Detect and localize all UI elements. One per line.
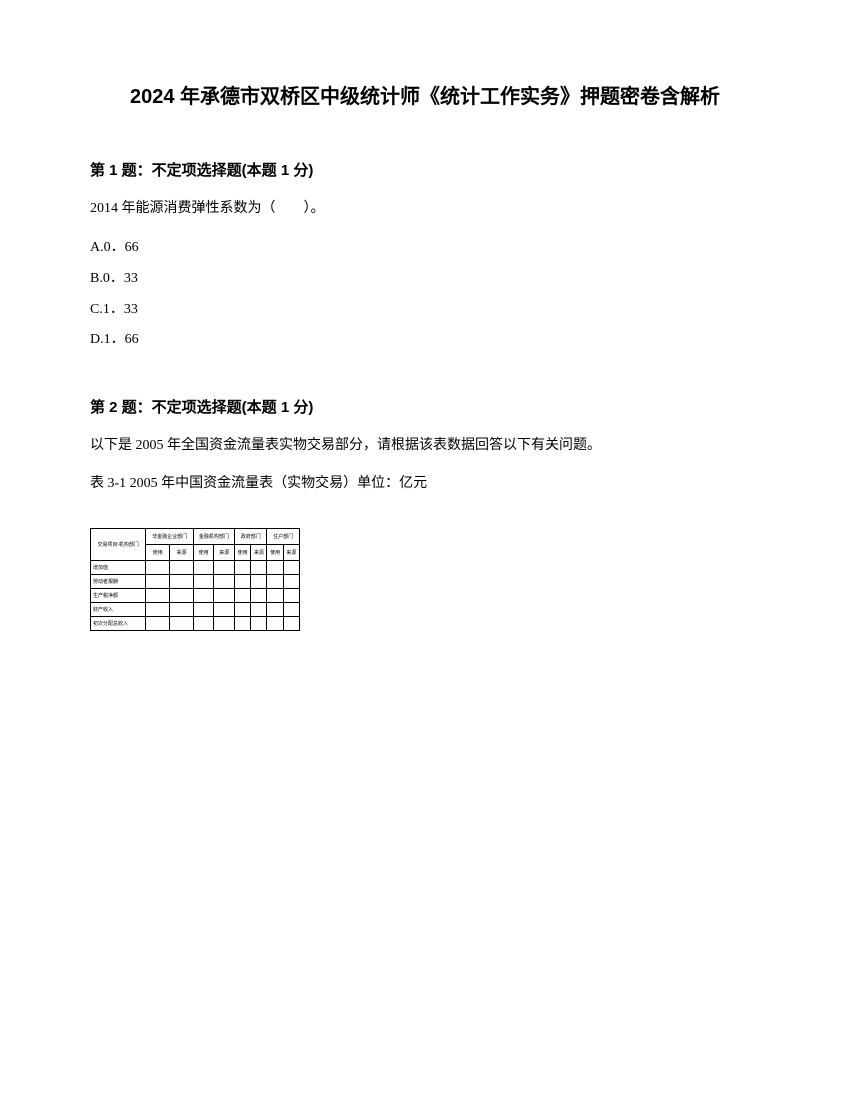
cell [267, 575, 283, 589]
table-row: 生产税净额 [91, 589, 300, 603]
cell [283, 561, 299, 575]
header-col2: 非金融企业部门 [146, 529, 193, 545]
cell [214, 575, 235, 589]
cell [251, 617, 267, 631]
question-2-header: 第 2 题：不定项选择题(本题 1 分) [90, 396, 760, 417]
sub-use-2: 使用 [193, 545, 214, 561]
row-label-2: 生产税净额 [91, 589, 146, 603]
cell [193, 603, 214, 617]
header-col3: 金融机构部门 [193, 529, 234, 545]
cell [251, 561, 267, 575]
cell [193, 575, 214, 589]
table-row: 增加值 [91, 561, 300, 575]
table-header-row-1: 交易项目\机构部门 非金融企业部门 金融机构部门 政府部门 住户部门 [91, 529, 300, 545]
cell [146, 575, 170, 589]
sub-use-1: 使用 [146, 545, 170, 561]
cell [214, 589, 235, 603]
cell [170, 617, 194, 631]
cell [193, 589, 214, 603]
header-col4: 政府部门 [235, 529, 267, 545]
row-label-1: 劳动者报酬 [91, 575, 146, 589]
option-c: C.1．33 [90, 295, 760, 326]
question-1: 第 1 题：不定项选择题(本题 1 分) 2014 年能源消费弹性系数为（ ）。… [90, 159, 760, 356]
sub-source-2: 来源 [214, 545, 235, 561]
cell [146, 589, 170, 603]
cell [267, 603, 283, 617]
cell [146, 561, 170, 575]
funds-flow-table: 交易项目\机构部门 非金融企业部门 金融机构部门 政府部门 住户部门 使用 来源… [90, 528, 300, 631]
cell [283, 575, 299, 589]
cell [170, 589, 194, 603]
cell [283, 603, 299, 617]
cell [146, 617, 170, 631]
cell [214, 603, 235, 617]
option-a: A.0．66 [90, 233, 760, 264]
cell [235, 617, 251, 631]
cell [193, 617, 214, 631]
question-2-text-2: 表 3-1 2005 年中国资金流量表（实物交易）单位：亿元 [90, 470, 760, 498]
cell [170, 575, 194, 589]
row-label-0: 增加值 [91, 561, 146, 575]
question-1-text: 2014 年能源消费弹性系数为（ ）。 [90, 195, 760, 223]
cell [283, 617, 299, 631]
sub-source-4: 来源 [283, 545, 299, 561]
cell [235, 603, 251, 617]
cell [267, 561, 283, 575]
row-label-3: 财产收入 [91, 603, 146, 617]
sub-use-3: 使用 [235, 545, 251, 561]
question-2: 第 2 题：不定项选择题(本题 1 分) 以下是 2005 年全国资金流量表实物… [90, 396, 760, 631]
cell [170, 561, 194, 575]
option-d: D.1．66 [90, 325, 760, 356]
cell [146, 603, 170, 617]
cell [235, 589, 251, 603]
option-b: B.0．33 [90, 264, 760, 295]
row-label-4: 初次分配总收入 [91, 617, 146, 631]
question-2-text-1: 以下是 2005 年全国资金流量表实物交易部分，请根据该表数据回答以下有关问题。 [90, 432, 760, 460]
cell [267, 617, 283, 631]
table-row: 财产收入 [91, 603, 300, 617]
cell [251, 589, 267, 603]
sub-use-4: 使用 [267, 545, 283, 561]
question-1-header: 第 1 题：不定项选择题(本题 1 分) [90, 159, 760, 180]
cell [251, 575, 267, 589]
cell [235, 561, 251, 575]
header-col1: 交易项目\机构部门 [91, 529, 146, 561]
cell [214, 561, 235, 575]
sub-source-3: 来源 [251, 545, 267, 561]
cell [251, 603, 267, 617]
cell [214, 617, 235, 631]
cell [170, 603, 194, 617]
document-title: 2024 年承德市双桥区中级统计师《统计工作实务》押题密卷含解析 [90, 80, 760, 109]
table-row: 初次分配总收入 [91, 617, 300, 631]
cell [267, 589, 283, 603]
cell [283, 589, 299, 603]
table-row: 劳动者报酬 [91, 575, 300, 589]
cell [235, 575, 251, 589]
cell [193, 561, 214, 575]
sub-source-1: 来源 [170, 545, 194, 561]
table-container: 交易项目\机构部门 非金融企业部门 金融机构部门 政府部门 住户部门 使用 来源… [90, 528, 300, 631]
header-col5: 住户部门 [267, 529, 300, 545]
